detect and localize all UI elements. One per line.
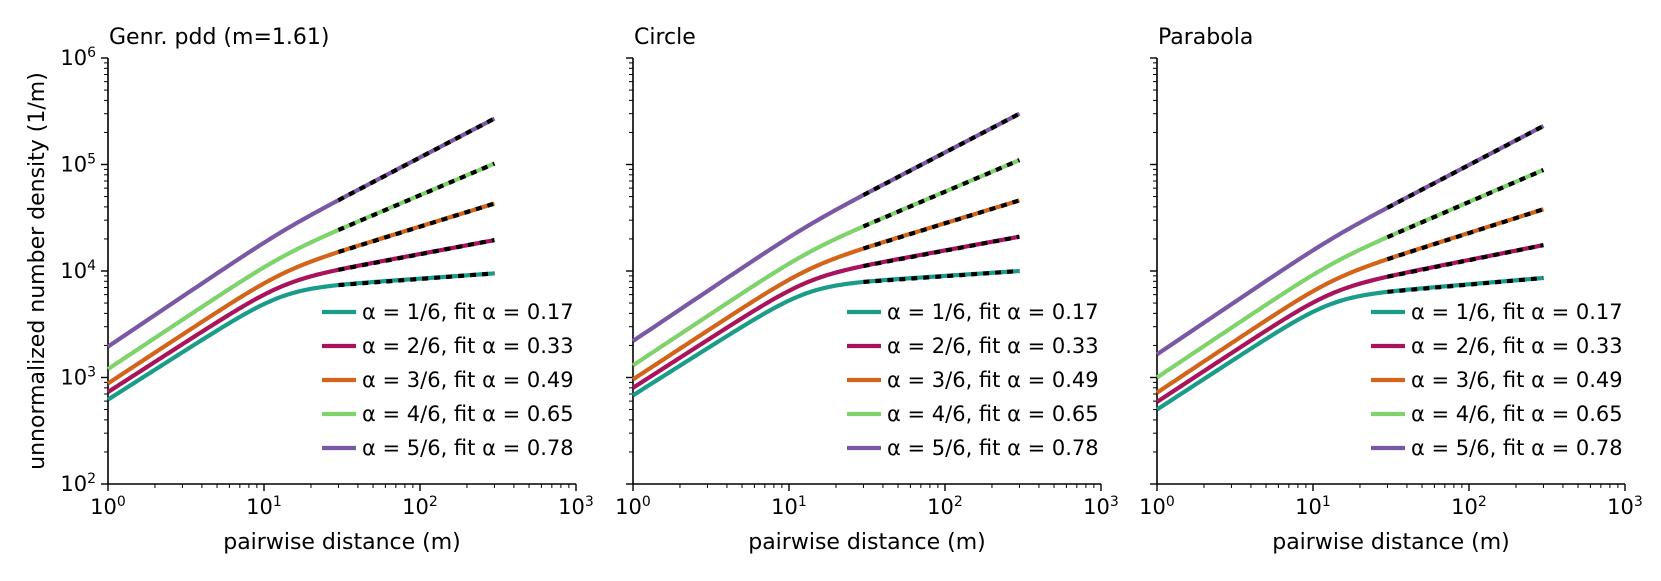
legend-label-1: α = 1/6, fit α = 0.17 xyxy=(887,300,1099,324)
fit-line-4 xyxy=(862,158,1021,229)
x-tick-label: 101 xyxy=(1295,494,1331,519)
legend-label-2: α = 2/6, fit α = 0.33 xyxy=(362,334,574,358)
series-line-1 xyxy=(631,268,1020,398)
legend-label-1: α = 1/6, fit α = 0.17 xyxy=(1411,300,1623,324)
x-tick-label: 101 xyxy=(246,494,282,519)
chart-title: Circle xyxy=(634,25,696,50)
legend-label-2: α = 2/6, fit α = 0.33 xyxy=(887,334,1099,358)
fit-line-5 xyxy=(1386,124,1545,210)
legend-label-3: α = 3/6, fit α = 0.49 xyxy=(1411,368,1623,392)
series-line-5 xyxy=(106,116,496,349)
x-axis-label: pairwise distance (m) xyxy=(1272,530,1510,555)
x-tick-label: 103 xyxy=(1607,494,1643,519)
x-tick-label: 100 xyxy=(615,494,651,519)
fit-line-2 xyxy=(338,238,495,272)
fit-line-5 xyxy=(337,116,496,203)
x-tick-label: 102 xyxy=(1451,494,1487,519)
x-tick-label: 100 xyxy=(1139,494,1175,519)
y-axis-label: unnormalized number density (1/m) xyxy=(25,72,50,470)
legend-label-4: α = 4/6, fit α = 0.65 xyxy=(1411,402,1623,426)
fit-line-1 xyxy=(1387,275,1544,294)
y-tick-label: 106 xyxy=(60,45,96,70)
legend-label-4: α = 4/6, fit α = 0.65 xyxy=(887,402,1099,426)
fit-line-5 xyxy=(862,111,1021,197)
chart-title: Parabola xyxy=(1158,25,1253,50)
fit-line-3 xyxy=(862,198,1021,251)
series-line-3 xyxy=(106,201,496,386)
series-line-1 xyxy=(106,271,495,402)
series-line-5 xyxy=(1155,124,1545,357)
x-tick-label: 101 xyxy=(771,494,807,519)
legend-label-5: α = 5/6, fit α = 0.78 xyxy=(1411,436,1623,460)
x-tick-label: 102 xyxy=(402,494,438,519)
chart-panel-1: 100 101 102 103 102 103 104 105 106 Genr. pdd (m=… xyxy=(25,25,594,555)
chart-panel-3: 100 101 102 103 Parabola pairwise distance (m… xyxy=(1139,25,1643,555)
fit-line-1 xyxy=(863,268,1020,285)
y-tick-label: 104 xyxy=(60,258,96,283)
series-line-5 xyxy=(631,111,1021,343)
y-tick-label: 103 xyxy=(60,365,96,390)
x-tick-label: 102 xyxy=(927,494,963,519)
series-line-2 xyxy=(1155,243,1544,404)
fit-line-3 xyxy=(1386,207,1545,262)
fit-line-4 xyxy=(1386,167,1545,240)
x-tick-label: 103 xyxy=(1083,494,1119,519)
fit-line-2 xyxy=(1387,243,1544,279)
x-axis-label: pairwise distance (m) xyxy=(748,530,986,555)
legend-label-3: α = 3/6, fit α = 0.49 xyxy=(887,368,1099,392)
legend-label-1: α = 1/6, fit α = 0.17 xyxy=(362,300,574,324)
legend-label-2: α = 2/6, fit α = 0.33 xyxy=(1411,334,1623,358)
series-line-3 xyxy=(631,198,1021,382)
y-tick-label: 102 xyxy=(60,471,96,496)
x-tick-label: 100 xyxy=(90,494,126,519)
legend-label-4: α = 4/6, fit α = 0.65 xyxy=(362,402,574,426)
fit-line-3 xyxy=(337,201,496,255)
fit-line-4 xyxy=(337,161,496,232)
legend-label-5: α = 5/6, fit α = 0.78 xyxy=(362,436,574,460)
chart-title: Genr. pdd (m=1.61) xyxy=(109,25,329,50)
series-line-2 xyxy=(631,234,1020,390)
fit-line-1 xyxy=(338,271,495,288)
series-line-1 xyxy=(1155,275,1544,412)
chart-panel-2: 100 101 102 103 Circle pairwise distance (m) α… xyxy=(615,25,1119,555)
y-tick-label: 105 xyxy=(60,152,96,177)
series-line-2 xyxy=(106,238,495,394)
legend-label-5: α = 5/6, fit α = 0.78 xyxy=(887,436,1099,460)
fit-line-2 xyxy=(863,234,1020,269)
x-tick-label: 103 xyxy=(558,494,594,519)
x-axis-label: pairwise distance (m) xyxy=(223,530,461,555)
legend-label-3: α = 3/6, fit α = 0.49 xyxy=(362,368,574,392)
